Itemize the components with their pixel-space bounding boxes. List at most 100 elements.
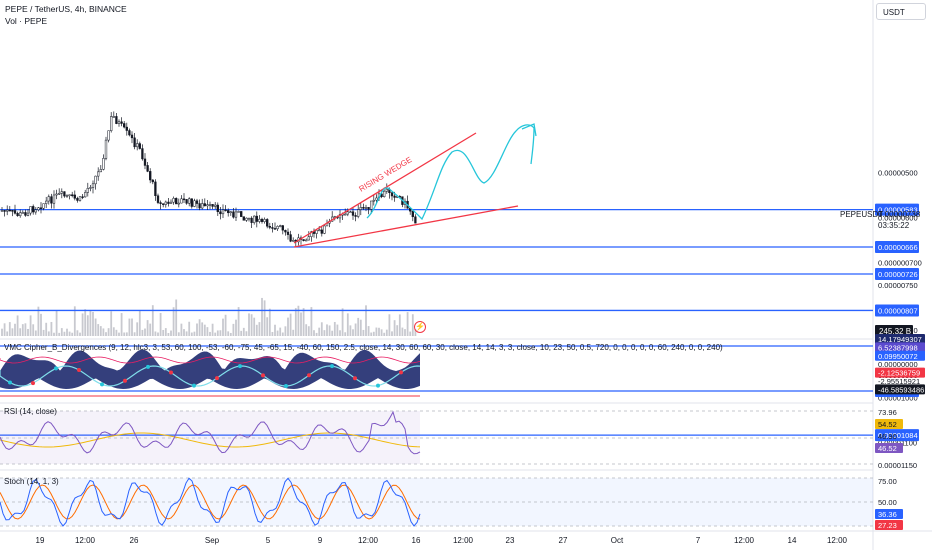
volume-bar: [138, 310, 141, 336]
candle-body: [315, 230, 318, 234]
candle-body: [110, 116, 113, 131]
volume-bar: [227, 331, 230, 336]
volume-bar: [3, 323, 6, 336]
candle-body: [141, 148, 144, 160]
candle-body: [310, 231, 313, 237]
volume-bar: [359, 319, 362, 336]
cipher-signal-dot: [192, 383, 196, 388]
volume-bar: [237, 307, 240, 336]
candle-body: [107, 130, 110, 141]
volume-bar: [190, 332, 193, 336]
price-tick-label: 0.00001150: [878, 461, 917, 470]
wedge-lower-line[interactable]: [293, 205, 519, 248]
candle-body: [154, 181, 157, 196]
volume-bar: [261, 297, 263, 336]
candle-body: [273, 228, 277, 230]
lightning-alert-icon[interactable]: ⚡: [414, 321, 426, 333]
candle-body: [271, 227, 274, 229]
volume-bar: [45, 322, 48, 336]
cipher-signal-dot: [31, 381, 35, 386]
rsi-indicator-label[interactable]: RSI (14, close): [4, 407, 57, 416]
candle-body: [364, 207, 368, 209]
volume-bar: [175, 299, 178, 336]
volume-bar: [409, 331, 412, 336]
volume-bar: [177, 332, 180, 336]
candle-body: [185, 199, 188, 204]
cipher-signal-dot: [399, 370, 403, 375]
volume-bar: [224, 314, 227, 336]
volume-bar: [193, 331, 196, 336]
volume-bar: [318, 327, 321, 336]
level-badge-bg: [875, 429, 919, 442]
stoch-indicator-label[interactable]: Stoch (14, 1, 3): [4, 477, 59, 486]
cipher-value-bg: [875, 334, 925, 344]
candle-body: [26, 212, 30, 216]
candle-body: [63, 191, 66, 197]
cipher-indicator-label[interactable]: VMC Cipher_B_Divergences (9, 12, hlc3, 3…: [4, 343, 723, 352]
current-price-value: 0.00000738: [878, 210, 921, 219]
volume-bar: [92, 311, 94, 336]
candle-body: [149, 171, 152, 181]
candle-body: [279, 225, 282, 227]
volume-bar: [162, 329, 165, 336]
cipher-signal-dot: [146, 364, 150, 369]
candle-body: [21, 212, 24, 214]
cipher-pane[interactable]: [0, 349, 421, 397]
candle-body: [240, 211, 243, 217]
time-tick-label: 23: [506, 536, 515, 545]
candle-body: [362, 207, 365, 209]
volume-bar: [6, 331, 9, 336]
rising-wedge-drawing[interactable]: RISING WEDGE: [293, 132, 519, 248]
volume-bar: [157, 332, 159, 336]
candle-body: [47, 196, 50, 202]
currency-button[interactable]: USDT: [876, 3, 926, 20]
rsi-band: [0, 411, 420, 464]
rsi-signal-bg: [875, 419, 903, 429]
volume-bar: [300, 312, 302, 336]
candle-body: [198, 203, 201, 209]
candle-body: [245, 217, 248, 221]
current-symbol-label: PEPEUSDT: [840, 210, 883, 219]
level-badge-bg: [875, 268, 919, 280]
volume-bar: [198, 319, 201, 336]
time-tick-label: 7: [696, 536, 701, 545]
volume-bar: [346, 313, 349, 336]
volume-bar: [393, 320, 396, 336]
candle-body: [214, 204, 217, 207]
time-axis[interactable]: 19 12:00 26 Sep 5 9 12:00 16 12:00 23 27 Oct 7 12:00 1…: [36, 536, 848, 545]
stoch-k-line: [0, 477, 421, 527]
candle-body: [255, 215, 258, 222]
horizontal-levels[interactable]: [0, 208, 873, 436]
time-tick-label: 12:00: [75, 536, 96, 545]
candle-body: [16, 213, 19, 217]
candle-body: [359, 207, 362, 210]
volume-bar: [112, 327, 115, 336]
volume-bar: [170, 330, 172, 336]
candle-body: [411, 210, 414, 218]
candle-body: [242, 216, 245, 221]
volume-bar: [125, 332, 128, 336]
candle-body: [11, 210, 14, 212]
candle-body: [320, 229, 323, 234]
forecast-path[interactable]: [366, 124, 535, 221]
cipher-signal-dot: [284, 383, 288, 388]
volume-bar: [229, 332, 232, 336]
candle-body: [167, 201, 170, 204]
candle-body: [172, 198, 175, 203]
volume-bar: [206, 327, 209, 336]
stoch-d-bg: [875, 520, 903, 530]
volume-bar: [1, 328, 3, 336]
volume-bar: [388, 314, 391, 336]
volume-bar: [53, 332, 55, 336]
volume-bar: [378, 327, 380, 336]
candle-body: [349, 211, 352, 213]
cipher-signal-dot: [376, 383, 380, 388]
volume-bar: [214, 332, 217, 336]
volume-legend[interactable]: Vol · PEPE: [5, 16, 48, 26]
candle-body: [123, 123, 126, 128]
symbol-title[interactable]: PEPE / TetherUS, 4h, BINANCE: [5, 4, 127, 14]
candle-body: [206, 204, 209, 207]
candle-body: [182, 198, 186, 201]
candle-body: [84, 192, 87, 198]
